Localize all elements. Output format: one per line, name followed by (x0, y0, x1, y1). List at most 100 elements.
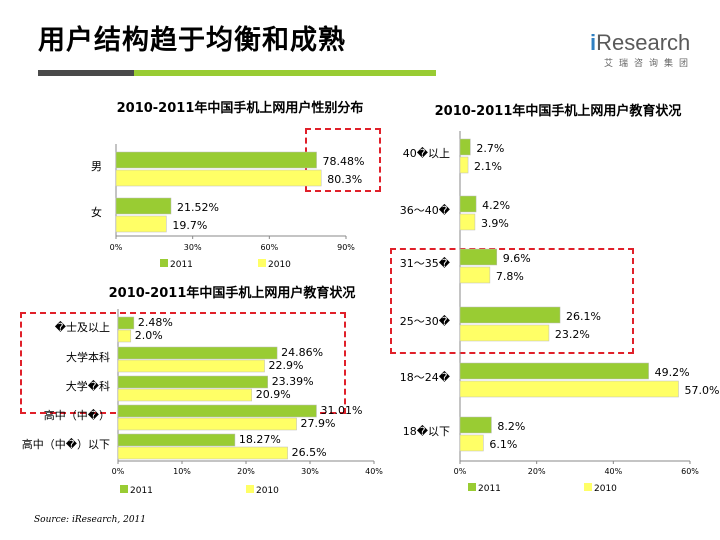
gender-value-label: 19.7% (172, 219, 207, 232)
edu_left-tick-label: 10% (173, 467, 191, 476)
edu_left-category-label: 大学�科 (66, 379, 110, 393)
gender-legend-label: 2010 (268, 260, 291, 270)
edu_left-bar-2010 (117, 446, 288, 460)
edu_left-bar-2010 (117, 359, 265, 373)
edu_left-bar-2011 (117, 375, 268, 389)
edu_right-bar-2010 (459, 213, 476, 231)
edu_right-value-label: 7.8% (496, 270, 524, 283)
edu_left-tick-label: 40% (365, 467, 383, 476)
edu_right-tick-label: 20% (528, 467, 546, 476)
title-underline-dark (38, 70, 134, 76)
edu_right-value-label: 4.2% (482, 199, 510, 212)
edu-left-chart-title: 2010-2011年中国手机上网用户教育状况 (108, 286, 356, 301)
edu_right-bar-2010 (459, 434, 484, 452)
gender-tick-label: 0% (110, 243, 123, 252)
highlight-box-age (390, 248, 634, 354)
edu_right-tick-label: 0% (454, 467, 467, 476)
edu_right-category-label: 25～30� (400, 315, 451, 328)
source-note: Source: iResearch, 2011 (34, 515, 146, 525)
edu-right-chart-title: 2010-2011年中国手机上网用户教育状况 (434, 104, 682, 119)
gender-bar-2011 (115, 197, 172, 215)
edu_right-value-label: 2.1% (474, 160, 502, 173)
edu_left-bar-2011 (117, 433, 236, 447)
edu_right-value-label: 9.6% (503, 252, 531, 265)
gender-legend-swatch-2011 (160, 259, 168, 267)
edu_right-legend-swatch-2010 (584, 483, 592, 491)
edu_right-legend-label: 2010 (594, 484, 617, 494)
edu_left-value-label: 24.86% (281, 346, 323, 359)
edu_left-legend-label: 2010 (256, 486, 279, 496)
gender-value-label: 78.48% (323, 155, 365, 168)
gender-tick-label: 90% (337, 243, 355, 252)
edu_left-value-label: 31.01% (320, 404, 362, 417)
edu_left-category-label: 大学本科 (66, 350, 110, 364)
edu_right-value-label: 2.7% (476, 142, 504, 155)
logo-subtitle: 艾瑞咨询集团 (604, 59, 695, 69)
edu_left-legend-swatch-2011 (120, 485, 128, 493)
gender-value-label: 21.52% (177, 201, 219, 214)
edu_right-tick-label: 40% (604, 467, 622, 476)
edu_right-legend-label: 2011 (478, 484, 501, 494)
edu_left-value-label: 26.5% (292, 446, 327, 459)
gender-bar-2011 (115, 151, 317, 169)
edu_right-value-label: 26.1% (566, 310, 601, 323)
edu_right-value-label: 49.2% (655, 366, 690, 379)
edu_right-legend-swatch-2011 (468, 483, 476, 491)
edu_right-category-label: 31～35� (400, 257, 451, 270)
logo-brand-prefix: i (590, 30, 597, 55)
edu_right-value-label: 3.9% (481, 217, 509, 230)
edu_right-value-label: 6.1% (489, 438, 517, 451)
edu_left-legend-swatch-2010 (246, 485, 254, 493)
edu_left-bar-2010 (117, 417, 297, 431)
edu_left-value-label: 22.9% (269, 359, 304, 372)
gender-bar-2010 (115, 215, 167, 233)
edu_right-bar-2010 (459, 266, 491, 284)
edu_left-tick-label: 0% (112, 467, 125, 476)
title-underline-green (134, 70, 436, 76)
edu_left-legend-label: 2011 (130, 486, 153, 496)
edu_left-value-label: 2.0% (135, 329, 163, 342)
gender-value-label: 80.3% (327, 173, 362, 186)
edu_left-bar-2011 (117, 404, 317, 418)
edu_right-category-label: 40�以上 (403, 147, 450, 160)
gender-bar-2010 (115, 169, 322, 187)
page-title: 用户结构趋于均衡和成熟 (38, 25, 346, 56)
edu_left-tick-label: 30% (301, 467, 319, 476)
gender-category-label: 女 (91, 205, 102, 219)
edu_right-bar-2010 (459, 324, 550, 342)
gender-chart-title: 2010-2011年中国手机上网用户性别分布 (116, 101, 364, 116)
edu_right-value-label: 23.2% (555, 328, 590, 341)
edu_left-bar-2010 (117, 388, 253, 402)
edu_left-value-label: 23.39% (272, 375, 314, 388)
edu_left-bar-2010 (117, 329, 132, 343)
edu_right-bar-2011 (459, 416, 492, 434)
gender-tick-label: 30% (184, 243, 202, 252)
edu_right-value-label: 8.2% (497, 420, 525, 433)
edu_left-tick-label: 20% (237, 467, 255, 476)
edu_left-bar-2011 (117, 346, 278, 360)
edu_left-category-label: �士及以上 (55, 321, 110, 334)
gender-category-label: 男 (91, 160, 102, 173)
edu_left-bar-2011 (117, 316, 135, 330)
edu_right-tick-label: 60% (681, 467, 699, 476)
iresearch-logo: iResearch 艾瑞咨询集团 (590, 30, 695, 72)
edu_left-value-label: 27.9% (301, 417, 336, 430)
edu_left-category-label: 高中（中�）以下 (22, 437, 110, 451)
edu_right-bar-2011 (459, 362, 649, 380)
edu_right-bar-2011 (459, 248, 498, 266)
edu_right-bar-2011 (459, 306, 561, 324)
edu_right-bar-2010 (459, 380, 679, 398)
edu_right-bar-2011 (459, 195, 477, 213)
gender-legend-label: 2011 (170, 260, 193, 270)
edu_right-bar-2011 (459, 138, 471, 156)
edu_left-value-label: 20.9% (256, 388, 291, 401)
edu_right-value-label: 57.0% (685, 384, 720, 397)
edu_left-value-label: 18.27% (239, 433, 281, 446)
edu_right-bar-2010 (459, 156, 469, 174)
edu_right-category-label: 18～24� (400, 371, 451, 384)
edu_right-category-label: 18�以下 (403, 425, 450, 438)
gender-tick-label: 60% (260, 243, 278, 252)
edu_left-value-label: 2.48% (138, 316, 173, 329)
gender-legend-swatch-2010 (258, 259, 266, 267)
